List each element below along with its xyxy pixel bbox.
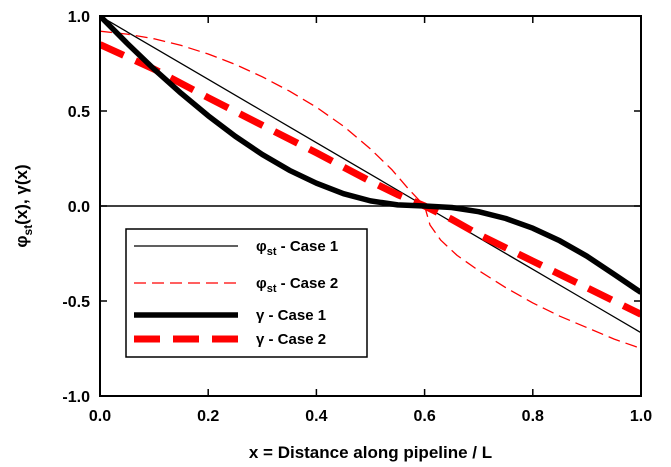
legend-symbol: γ (256, 307, 265, 324)
legend-box (125, 228, 368, 358)
series-line-2 (100, 30, 641, 350)
legend-symbol: γ (256, 331, 265, 348)
y-tick-label: -0.5 (62, 294, 90, 311)
series-line-1 (100, 16, 641, 334)
series-line-4 (100, 41, 641, 318)
series-layer (100, 16, 641, 350)
y-axis-label-symbol: φ (12, 235, 31, 247)
legend-label-3: γ - Case 1 (256, 307, 326, 324)
legend-symbol: φ (256, 238, 267, 255)
x-tick-label: 1.0 (630, 408, 652, 425)
y-tick-label: 0.5 (68, 104, 90, 121)
x-tick-label: 0.8 (522, 408, 544, 425)
y-axis-label-subscript: st (21, 225, 35, 236)
x-tick-label: 0.0 (89, 408, 111, 425)
legend-text: - Case 2 (277, 275, 339, 292)
legend-subscript: st (267, 283, 277, 295)
legend-subscript: st (267, 246, 277, 258)
x-tick-label: 0.2 (197, 408, 219, 425)
legend-label-2: φst - Case 2 (256, 275, 338, 295)
legend-text: - Case 1 (264, 307, 326, 324)
series-line-3 (100, 16, 641, 295)
y-tick-label: -1.0 (62, 389, 90, 406)
y-axis-label-rest: (x), γ(x) (12, 164, 31, 224)
legend-symbol: φ (256, 275, 267, 292)
axes-layer: 0.0 0.2 0.4 0.6 0.8 1.0 1.0 0.5 0.0 -0.5 -1.0 x = D… (12, 9, 652, 462)
x-axis-label: x = Distance along pipeline / L (249, 443, 492, 462)
y-axis-label: φst(x), γ(x) (12, 164, 35, 247)
legend-text: - Case 1 (277, 238, 339, 255)
x-tick-label: 0.4 (305, 408, 327, 425)
y-tick-label: 1.0 (68, 9, 90, 26)
legend-label-1: φst - Case 1 (256, 238, 338, 258)
y-tick-label: 0.0 (68, 199, 90, 216)
x-tick-label: 0.6 (413, 408, 435, 425)
legend-text: - Case 2 (264, 331, 326, 348)
legend-label-4: γ - Case 2 (256, 331, 326, 348)
